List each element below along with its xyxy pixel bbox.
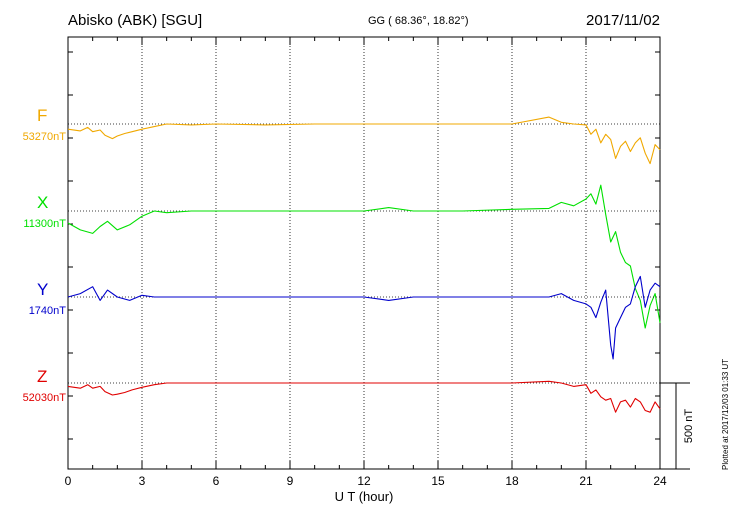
trace-y: [67, 275, 661, 360]
plotted-timestamp: Plotted at 2017/12/03 01:33 UT: [721, 358, 730, 470]
series-baseline-y: 1740nT: [28, 305, 66, 317]
geo-coordinates: GG ( 68.36°, 18.82°): [368, 15, 469, 27]
scale-bar-label: 500 nT: [683, 409, 695, 444]
trace-f: [67, 116, 661, 165]
series-label-z: Z: [37, 367, 48, 386]
x-tick-label: 0: [65, 474, 72, 488]
trace-x: [67, 184, 661, 329]
x-tick-label: 21: [579, 474, 593, 488]
series-baseline-x: 11300nT: [23, 218, 66, 230]
series-baseline-z: 52030nT: [22, 392, 66, 404]
x-tick-label: 12: [357, 474, 371, 488]
series-label-y: Y: [37, 280, 49, 299]
x-tick-label: 18: [505, 474, 519, 488]
x-tick-label: 15: [431, 474, 445, 488]
series-baseline-f: 53270nT: [22, 131, 66, 143]
x-tick-label: 9: [287, 474, 294, 488]
x-tick-label: 24: [653, 474, 667, 488]
station-title: Abisko (ABK) [SGU]: [68, 12, 203, 29]
x-tick-label: 6: [213, 474, 220, 488]
x-axis-label: U T (hour): [335, 489, 394, 504]
date-label: 2017/11/02: [586, 12, 660, 29]
trace-z: [67, 380, 661, 413]
x-tick-label: 3: [139, 474, 146, 488]
series-label-f: F: [37, 106, 48, 125]
series-label-x: X: [37, 193, 49, 212]
